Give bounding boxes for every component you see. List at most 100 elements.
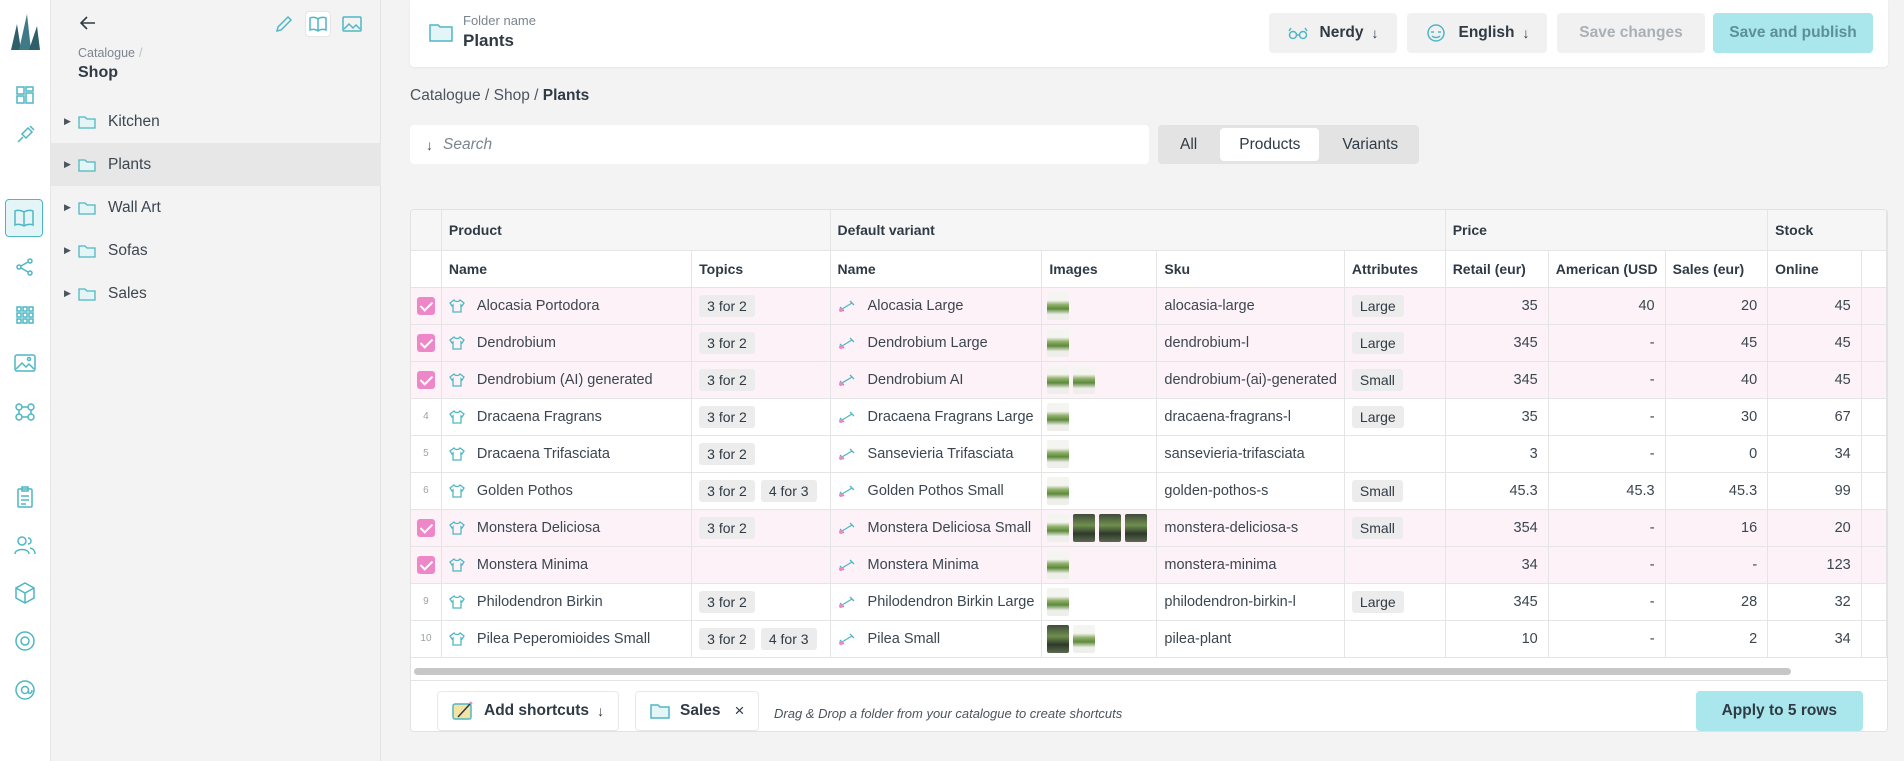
sales-price-cell[interactable]: 16: [1665, 509, 1769, 547]
attributes-cell[interactable]: [1344, 546, 1446, 584]
breadcrumb-catalogue[interactable]: Catalogue: [410, 87, 481, 104]
retail-price-cell[interactable]: 34: [1445, 546, 1549, 584]
american-price-cell[interactable]: -: [1548, 620, 1666, 658]
language-dropdown[interactable]: English ↓: [1407, 13, 1547, 53]
product-name-cell[interactable]: Golden Pothos: [441, 472, 693, 510]
plant-thumbnail[interactable]: [1073, 624, 1096, 653]
american-price-cell[interactable]: -: [1548, 398, 1666, 436]
american-price-cell[interactable]: -: [1548, 361, 1666, 399]
attributes-cell[interactable]: Large: [1344, 287, 1446, 325]
plant-thumbnail[interactable]: [1099, 513, 1122, 542]
product-name-cell[interactable]: Monstera Deliciosa: [441, 509, 693, 547]
row-checkbox[interactable]: [416, 555, 435, 574]
sku-cell[interactable]: dracaena-fragrans-l: [1156, 398, 1345, 436]
back-arrow-icon[interactable]: [77, 12, 99, 34]
caret-right-icon[interactable]: ▶: [64, 245, 71, 255]
plant-thumbnail[interactable]: [1047, 550, 1070, 579]
american-price-cell[interactable]: 45.3: [1548, 472, 1666, 510]
edit-pencil-icon[interactable]: [272, 12, 296, 36]
plant-thumbnail[interactable]: [1047, 291, 1070, 320]
retail-price-cell[interactable]: 345: [1445, 583, 1549, 621]
images-cell[interactable]: [1041, 583, 1158, 621]
topics-cell[interactable]: 3 for 2: [691, 435, 831, 473]
plant-thumbnail[interactable]: [1047, 476, 1070, 505]
table-row[interactable]: Monstera Minima Monstera Minima monstera-m…: [411, 546, 1887, 584]
product-name-cell[interactable]: Dracaena Fragrans: [441, 398, 693, 436]
box-icon[interactable]: [11, 579, 39, 607]
plant-thumbnail[interactable]: [1047, 439, 1070, 468]
attributes-cell[interactable]: [1344, 435, 1446, 473]
variant-name-cell[interactable]: Pilea Small: [830, 620, 1043, 658]
plant-thumbnail[interactable]: [1047, 513, 1070, 542]
topics-cell[interactable]: 3 for 2: [691, 287, 831, 325]
product-name-cell[interactable]: Pilea Peperomioides Small: [441, 620, 693, 658]
tree-breadcrumb[interactable]: Catalogue /: [78, 46, 142, 60]
book-view-icon[interactable]: [306, 12, 330, 36]
row-select-cell[interactable]: [411, 546, 442, 584]
images-cell[interactable]: [1041, 472, 1158, 510]
table-row[interactable]: Dendrobium (AI) generated 3 for 2 Dendrobi…: [411, 361, 1887, 399]
row-select-cell[interactable]: [411, 324, 442, 362]
plant-thumbnail[interactable]: [1125, 513, 1148, 542]
caret-right-icon[interactable]: ▶: [64, 288, 71, 298]
retail-price-cell[interactable]: 3: [1445, 435, 1549, 473]
retail-price-cell[interactable]: 345: [1445, 361, 1549, 399]
plant-thumbnail[interactable]: [1047, 587, 1070, 616]
topic-chip[interactable]: 3 for 2: [699, 331, 755, 354]
plant-thumbnail[interactable]: [1047, 328, 1070, 357]
topics-cell[interactable]: 3 for 2: [691, 398, 831, 436]
attributes-cell[interactable]: Small: [1344, 361, 1446, 399]
row-number[interactable]: 9: [411, 583, 442, 621]
caret-right-icon[interactable]: ▶: [64, 202, 71, 212]
online-stock-cell[interactable]: 20: [1767, 509, 1862, 547]
horizontal-scrollbar[interactable]: [414, 668, 1791, 675]
attributes-cell[interactable]: Large: [1344, 583, 1446, 621]
topics-cell[interactable]: [691, 546, 831, 584]
online-stock-cell[interactable]: 45: [1767, 324, 1862, 362]
variant-name-cell[interactable]: Dracaena Fragrans Large: [830, 398, 1043, 436]
images-cell[interactable]: [1041, 324, 1158, 362]
variant-name-cell[interactable]: Monstera Deliciosa Small: [830, 509, 1043, 547]
plant-thumbnail[interactable]: [1047, 624, 1070, 653]
online-stock-cell[interactable]: 34: [1767, 435, 1862, 473]
row-checkbox[interactable]: [416, 296, 435, 315]
online-stock-cell[interactable]: 123: [1767, 546, 1862, 584]
sku-cell[interactable]: philodendron-birkin-l: [1156, 583, 1345, 621]
online-stock-cell[interactable]: 99: [1767, 472, 1862, 510]
online-stock-cell[interactable]: 32: [1767, 583, 1862, 621]
online-stock-cell[interactable]: 45: [1767, 361, 1862, 399]
topics-cell[interactable]: 3 for 2: [691, 361, 831, 399]
row-number[interactable]: 5: [411, 435, 442, 473]
images-cell[interactable]: [1041, 620, 1158, 658]
attribute-chip[interactable]: Large: [1351, 590, 1404, 613]
american-price-cell[interactable]: -: [1548, 435, 1666, 473]
topics-cell[interactable]: 3 for 2: [691, 324, 831, 362]
variant-name-cell[interactable]: Golden Pothos Small: [830, 472, 1043, 510]
images-cell[interactable]: [1041, 546, 1158, 584]
variant-name-cell[interactable]: Alocasia Large: [830, 287, 1043, 325]
settings-icon[interactable]: [11, 627, 39, 655]
retail-price-cell[interactable]: 45.3: [1445, 472, 1549, 510]
row-select-cell[interactable]: [411, 509, 442, 547]
table-row[interactable]: 4 Dracaena Fragrans 3 for 2 Dracaena Fragra…: [411, 398, 1887, 436]
column-header-variant-name[interactable]: Name: [830, 250, 1043, 288]
sales-price-cell[interactable]: 0: [1665, 435, 1769, 473]
tree-breadcrumb-label[interactable]: Catalogue: [78, 46, 135, 60]
column-header-american[interactable]: American (USD: [1548, 250, 1666, 288]
filter-all[interactable]: All: [1180, 135, 1198, 153]
column-header-retail[interactable]: Retail (eur): [1445, 250, 1549, 288]
at-icon[interactable]: [11, 676, 39, 704]
grid-icon[interactable]: [11, 301, 39, 329]
shortcut-chip-sales[interactable]: Sales ×: [635, 691, 760, 731]
sales-price-cell[interactable]: 20: [1665, 287, 1769, 325]
add-shortcuts-button[interactable]: Add shortcuts ↓: [437, 691, 620, 731]
clipboard-icon[interactable]: [11, 483, 39, 511]
product-name-cell[interactable]: Monstera Minima: [441, 546, 693, 584]
plant-thumbnail[interactable]: [1047, 402, 1070, 431]
american-price-cell[interactable]: -: [1548, 509, 1666, 547]
attribute-chip[interactable]: Small: [1351, 516, 1403, 539]
save-and-publish-button[interactable]: Save and publish: [1713, 13, 1873, 53]
variant-name-cell[interactable]: Dendrobium AI: [830, 361, 1043, 399]
variant-name-cell[interactable]: Dendrobium Large: [830, 324, 1043, 362]
